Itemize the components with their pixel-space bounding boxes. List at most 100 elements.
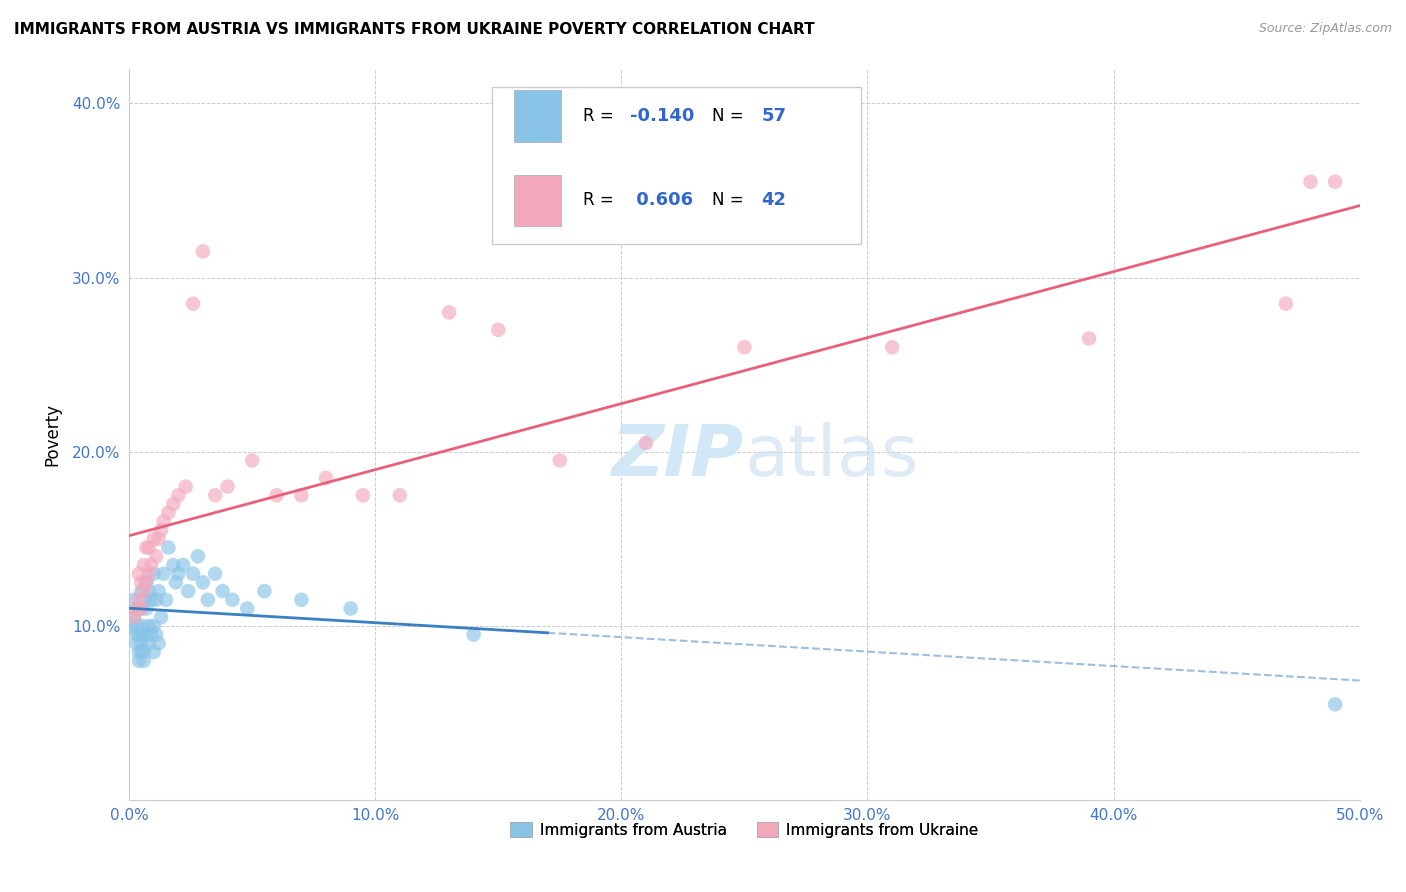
Point (138, 636, 160, 650)
Point (128, 592, 150, 607)
Point (131, 636, 153, 650)
Text: -0.140: -0.140 (630, 107, 695, 125)
Point (145, 592, 167, 607)
Point (266, 488, 288, 502)
Point (145, 549, 167, 564)
Point (141, 592, 163, 607)
Y-axis label: Poverty: Poverty (44, 403, 60, 466)
Point (882, 340, 904, 354)
Bar (515, 90, 561, 142)
Point (141, 558, 163, 572)
Text: IMMIGRANTS FROM AUSTRIA VS IMMIGRANTS FROM UKRAINE POVERTY CORRELATION CHART: IMMIGRANTS FROM AUSTRIA VS IMMIGRANTS FR… (14, 22, 814, 37)
Point (181, 566, 204, 581)
Point (148, 584, 170, 599)
Point (125, 628, 148, 642)
Point (138, 619, 160, 633)
Point (204, 488, 226, 502)
Point (128, 601, 150, 615)
Point (187, 549, 209, 564)
Point (132, 558, 155, 572)
Point (548, 453, 571, 467)
Point (135, 575, 157, 590)
Point (236, 601, 259, 615)
Point (122, 610, 145, 624)
Text: 42: 42 (762, 191, 786, 210)
Text: 57: 57 (762, 107, 786, 125)
Point (172, 558, 194, 572)
Point (1324, 175, 1347, 189)
Point (131, 601, 153, 615)
Point (211, 584, 233, 599)
Point (131, 628, 153, 642)
Point (148, 532, 170, 546)
Text: 0.606: 0.606 (630, 191, 693, 210)
Point (132, 584, 155, 599)
Point (240, 453, 263, 467)
Point (142, 645, 165, 659)
Point (1299, 175, 1322, 189)
Point (131, 584, 153, 599)
Point (167, 566, 190, 581)
Point (437, 305, 460, 319)
Point (352, 488, 374, 502)
Point (135, 575, 157, 590)
Point (167, 488, 190, 502)
Point (1324, 698, 1347, 712)
Point (165, 575, 187, 590)
Point (142, 532, 165, 546)
Point (1275, 296, 1298, 310)
Point (131, 575, 153, 590)
Point (217, 480, 239, 494)
Point (132, 654, 155, 668)
Bar (492, 87, 862, 244)
Point (131, 619, 153, 633)
Point (145, 628, 167, 642)
Point (142, 619, 165, 633)
Point (150, 523, 173, 537)
Text: R =: R = (583, 191, 619, 210)
Point (634, 436, 657, 450)
Point (155, 592, 177, 607)
Point (191, 575, 214, 590)
Point (128, 566, 150, 581)
Legend: Immigrants from Austria, Immigrants from Ukraine: Immigrants from Austria, Immigrants from… (505, 816, 984, 844)
Point (1078, 332, 1101, 346)
Point (138, 584, 160, 599)
Point (290, 488, 312, 502)
Point (253, 584, 276, 599)
Point (339, 601, 361, 615)
Point (135, 601, 157, 615)
Point (135, 628, 157, 642)
Point (125, 636, 148, 650)
Point (486, 323, 509, 337)
Point (122, 592, 145, 607)
Text: ZIP: ZIP (612, 422, 744, 491)
Point (157, 541, 180, 555)
Point (132, 645, 155, 659)
Bar (515, 175, 561, 226)
Point (128, 628, 150, 642)
Point (128, 645, 150, 659)
Point (152, 566, 174, 581)
Point (128, 654, 150, 668)
Point (388, 488, 411, 502)
Text: N =: N = (713, 191, 749, 210)
Point (181, 296, 204, 310)
Point (290, 592, 312, 607)
Point (131, 645, 153, 659)
Point (221, 592, 243, 607)
Point (135, 541, 157, 555)
Point (150, 610, 173, 624)
Text: R =: R = (583, 107, 619, 125)
Point (148, 636, 170, 650)
Point (138, 541, 160, 555)
Point (204, 566, 226, 581)
Point (141, 628, 163, 642)
Point (174, 480, 197, 494)
Point (157, 506, 180, 520)
Point (132, 628, 155, 642)
Point (138, 566, 160, 581)
Point (125, 619, 148, 633)
Text: atlas: atlas (744, 422, 918, 491)
Point (142, 566, 165, 581)
